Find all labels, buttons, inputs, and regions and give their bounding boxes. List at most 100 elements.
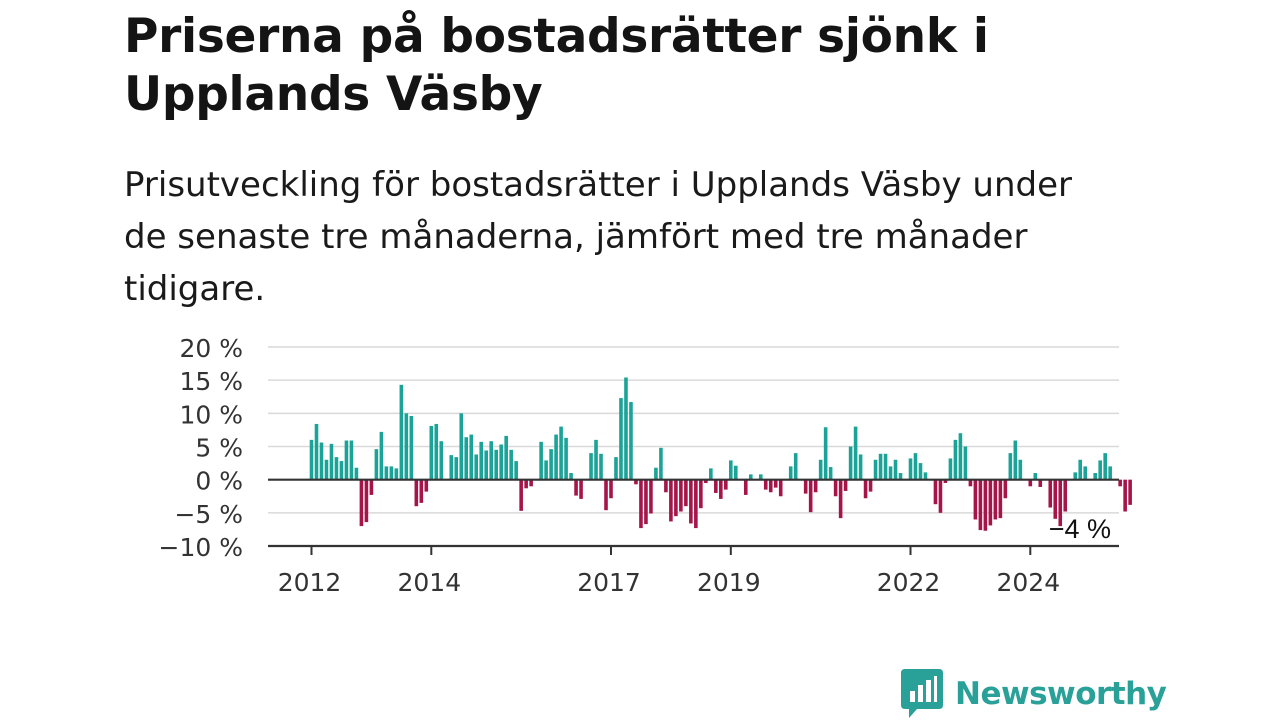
bar bbox=[918, 463, 923, 480]
bar bbox=[689, 479, 693, 524]
bar bbox=[504, 435, 508, 480]
bar bbox=[758, 474, 763, 480]
bar bbox=[564, 437, 568, 480]
bar bbox=[649, 479, 653, 514]
annotations: −4 % bbox=[1049, 514, 1111, 544]
bar bbox=[664, 479, 668, 493]
newsworthy-logo-text: Newsworthy bbox=[955, 676, 1167, 712]
bar bbox=[1053, 479, 1058, 519]
bar bbox=[514, 461, 518, 480]
bar bbox=[808, 479, 813, 513]
bar bbox=[494, 449, 498, 480]
bar bbox=[743, 479, 748, 495]
bar bbox=[644, 479, 648, 525]
bar bbox=[654, 467, 658, 480]
bar bbox=[579, 479, 583, 499]
bar bbox=[589, 453, 593, 480]
bar bbox=[404, 413, 409, 480]
bar bbox=[429, 425, 434, 480]
bar bbox=[1123, 479, 1127, 512]
x-axis: 2012 2014 2017 2019 2022 2024 bbox=[278, 546, 1060, 597]
bar bbox=[374, 449, 379, 480]
bar bbox=[888, 466, 893, 480]
bar bbox=[833, 479, 838, 497]
bar bbox=[828, 467, 833, 480]
bar bbox=[364, 479, 369, 523]
bar bbox=[714, 479, 718, 493]
bar bbox=[389, 466, 394, 480]
bar bbox=[634, 479, 638, 485]
bar bbox=[853, 426, 858, 480]
bar bbox=[309, 439, 314, 480]
latest-value-label: −4 % bbox=[1049, 514, 1111, 544]
bar bbox=[639, 479, 643, 529]
bar bbox=[1098, 460, 1102, 480]
bar bbox=[933, 479, 938, 505]
bar bbox=[878, 453, 883, 480]
y-tick-label: −5 % bbox=[174, 500, 243, 529]
bar bbox=[359, 479, 364, 527]
bar bbox=[1073, 472, 1078, 480]
bar bbox=[704, 479, 708, 483]
bar bbox=[549, 449, 553, 480]
bar bbox=[719, 479, 723, 499]
bar bbox=[409, 415, 414, 480]
bar bbox=[599, 453, 603, 480]
bar bbox=[484, 450, 489, 480]
bar bbox=[419, 479, 424, 503]
bar bbox=[823, 427, 828, 480]
bar bbox=[574, 479, 578, 496]
bar bbox=[1118, 479, 1122, 487]
bar bbox=[938, 479, 943, 513]
bar bbox=[619, 398, 623, 480]
bar bbox=[604, 479, 608, 511]
bar bbox=[1013, 440, 1018, 480]
bar bbox=[319, 442, 324, 480]
bar bbox=[978, 479, 983, 531]
bar bbox=[1058, 479, 1063, 527]
bar bbox=[324, 459, 329, 480]
bar bbox=[803, 479, 808, 494]
bar bbox=[349, 440, 354, 480]
bar bbox=[469, 434, 474, 480]
bar bbox=[679, 479, 683, 512]
bar bbox=[838, 479, 843, 519]
newsworthy-logo-icon bbox=[901, 669, 943, 718]
bar bbox=[813, 479, 818, 493]
bar bbox=[449, 455, 454, 480]
bar bbox=[1033, 473, 1038, 480]
y-tick-label: 15 % bbox=[179, 367, 243, 396]
x-tick-label: 2019 bbox=[697, 568, 761, 597]
bar bbox=[983, 479, 988, 531]
bar bbox=[848, 446, 853, 480]
bar bbox=[893, 459, 898, 480]
bar bbox=[733, 465, 738, 480]
bar bbox=[943, 479, 948, 483]
bar bbox=[659, 447, 663, 480]
bar bbox=[843, 479, 848, 491]
bar bbox=[399, 384, 404, 480]
x-tick-label: 2014 bbox=[397, 568, 461, 597]
bars bbox=[309, 377, 1132, 531]
newsworthy-logo: Newsworthy bbox=[901, 669, 1167, 719]
bar bbox=[354, 467, 359, 480]
bar bbox=[624, 377, 628, 480]
bar bbox=[778, 479, 783, 497]
bar bbox=[334, 457, 339, 480]
bar bbox=[709, 468, 713, 480]
bar bbox=[594, 439, 598, 480]
bar bbox=[569, 473, 573, 480]
bar bbox=[694, 479, 698, 529]
bar bbox=[883, 453, 888, 480]
bar bbox=[674, 479, 678, 517]
bar bbox=[773, 479, 778, 488]
bar bbox=[614, 457, 618, 480]
bar bbox=[993, 479, 998, 520]
bar bbox=[1078, 459, 1083, 480]
bar bbox=[519, 479, 523, 511]
bar bbox=[948, 458, 953, 480]
bar bbox=[529, 479, 533, 487]
bar bbox=[1028, 479, 1033, 487]
bar bbox=[873, 459, 878, 480]
bar bbox=[908, 458, 913, 480]
